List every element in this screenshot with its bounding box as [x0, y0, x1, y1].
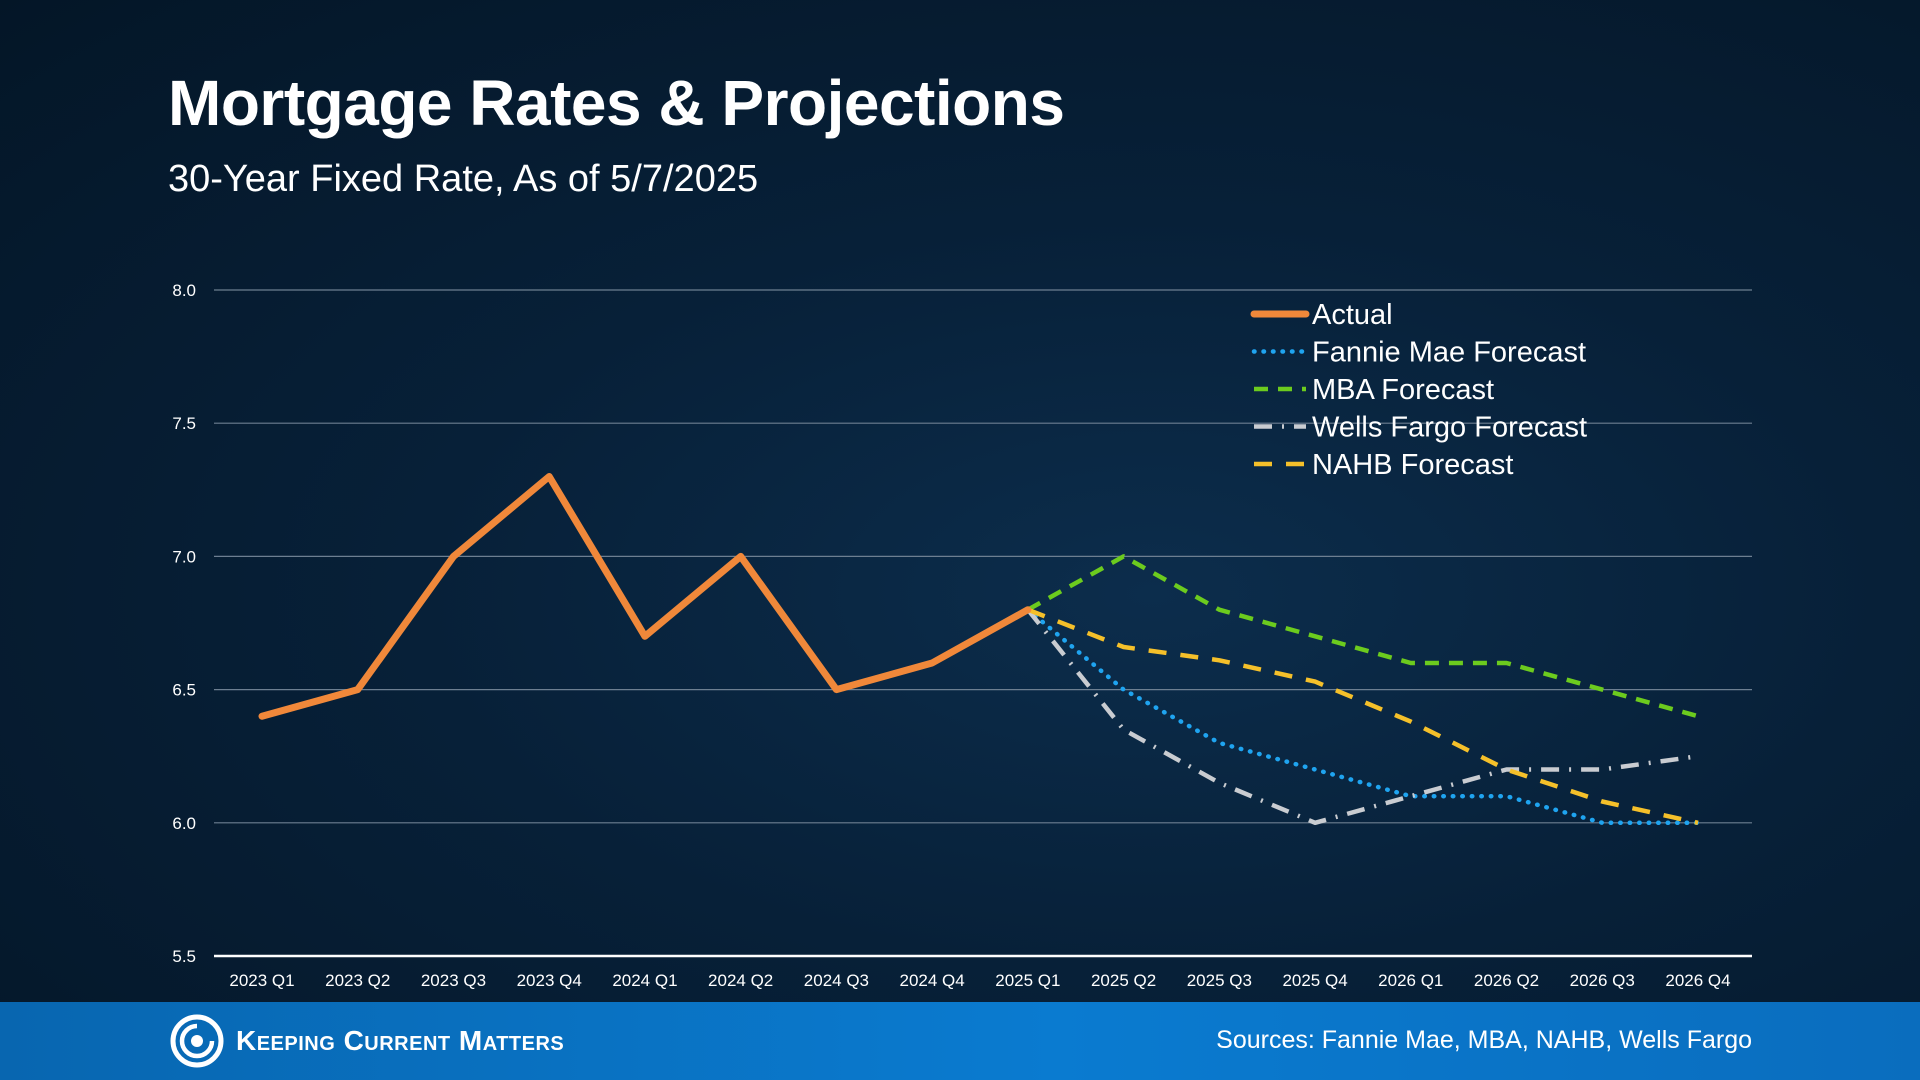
series-line-fannie-mae-forecast [1025, 607, 1701, 826]
x-tick-label: 2026 Q3 [1570, 971, 1635, 990]
page-subtitle: 30-Year Fixed Rate, As of 5/7/2025 [168, 158, 759, 200]
x-tick-label: 2025 Q3 [1187, 971, 1252, 990]
y-axis-ticks: 5.5 6.0 6.5 7.0 7.5 8.0 [172, 281, 196, 966]
x-tick-label: 2023 Q1 [229, 971, 294, 990]
grid-lines [214, 289, 1752, 958]
x-tick-label: 2025 Q2 [1091, 971, 1156, 990]
y-tick-label: 7.0 [172, 547, 196, 566]
x-tick-label: 2023 Q3 [421, 971, 486, 990]
brand-logo[interactable]: Keeping Current Matters [170, 1014, 564, 1068]
footer-bar: Keeping Current Matters Sources: Fannie … [0, 1002, 1920, 1080]
x-tick-label: 2026 Q4 [1665, 971, 1730, 990]
x-axis-ticks: 2023 Q1 2023 Q2 2023 Q3 2023 Q4 2024 Q1 2024 … [229, 971, 1730, 990]
legend-label: MBA Forecast [1312, 374, 1494, 406]
x-tick-label: 2025 Q1 [995, 971, 1060, 990]
legend-label: Actual [1312, 299, 1393, 331]
y-tick-label: 6.0 [172, 814, 196, 833]
series-lines [258, 473, 1701, 826]
y-tick-label: 8.0 [172, 281, 196, 300]
x-tick-label: 2024 Q1 [612, 971, 677, 990]
swirl-logo-icon [170, 1014, 224, 1068]
series-line-nahb-forecast [1027, 607, 1699, 825]
x-tick-label: 2026 Q1 [1378, 971, 1443, 990]
x-tick-label: 2024 Q2 [708, 971, 773, 990]
y-tick-label: 6.5 [172, 681, 196, 700]
y-tick-label: 7.5 [172, 414, 196, 433]
mortgage-rates-chart: 5.5 6.0 6.5 7.0 7.5 8.0 2023 Q1 2023 Q2 2023 Q3… [172, 281, 1752, 990]
sources-note: Sources: Fannie Mae, MBA, NAHB, Wells Fa… [1216, 1026, 1752, 1054]
brand-name: Keeping Current Matters [236, 1025, 565, 1056]
legend-label: Wells Fargo Forecast [1312, 412, 1587, 444]
page-title: Mortgage Rates & Projections [168, 67, 1065, 139]
series-line-mba-forecast [1026, 554, 1699, 719]
x-tick-label: 2023 Q4 [517, 971, 582, 990]
x-tick-label: 2024 Q3 [804, 971, 869, 990]
x-tick-label: 2025 Q4 [1282, 971, 1347, 990]
x-tick-label: 2024 Q4 [900, 971, 965, 990]
legend-label: NAHB Forecast [1312, 449, 1513, 481]
legend-label: Fannie Mae Forecast [1312, 337, 1586, 369]
legend: Actual Fannie Mae Forecast MBA Forecast Wel… [1250, 299, 1587, 481]
series-line-actual [258, 473, 1032, 720]
y-tick-label: 5.5 [172, 947, 196, 966]
x-tick-label: 2026 Q2 [1474, 971, 1539, 990]
series-line-wells-fargo-forecast [1026, 608, 1699, 826]
x-tick-label: 2023 Q2 [325, 971, 390, 990]
